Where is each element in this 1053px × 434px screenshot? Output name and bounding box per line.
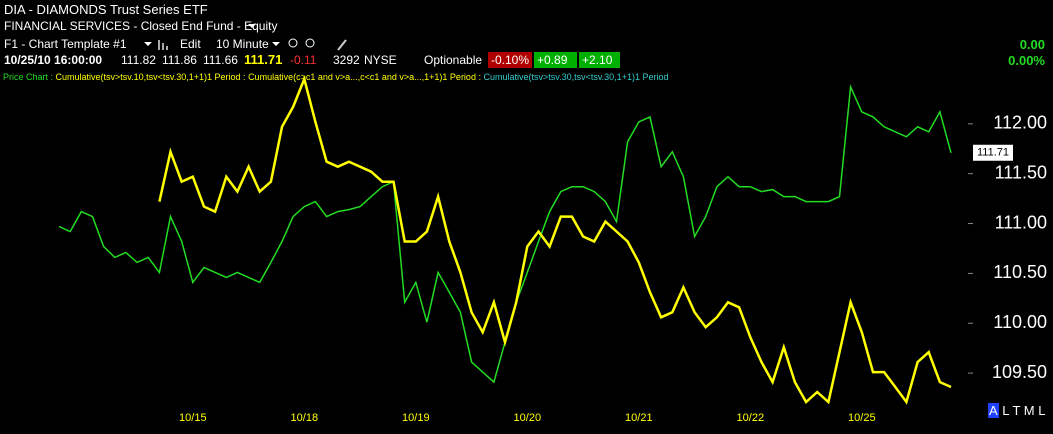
- x-tick-label: 10/18: [291, 412, 319, 424]
- toolbar-item[interactable]: L: [1002, 403, 1010, 418]
- legend-item: Price Chart :: [3, 72, 54, 82]
- y-tick-label: 109.50: [992, 362, 1047, 382]
- toolbar-item[interactable]: L: [1038, 403, 1046, 418]
- series-line: [158, 75, 952, 405]
- symbol: DIA - DIAMONDS Trust Series ETF: [4, 2, 208, 17]
- quote-low: 111.66: [203, 53, 238, 67]
- quote-datetime: 10/25/10 16:00:00: [4, 53, 103, 67]
- optionable: Optionable: [424, 53, 483, 67]
- quote-box2: +2.10: [579, 52, 620, 68]
- quote-volume: 3292: [333, 53, 360, 67]
- y-tick-label: 112.00: [993, 113, 1047, 133]
- toolbar-item[interactable]: A: [988, 403, 999, 418]
- quote-box1: +0.89: [534, 52, 577, 68]
- indicator-legend: Price Chart : Cumulative(tsv>tsv.10,tsv<…: [3, 70, 668, 84]
- quote-change: -0.11: [290, 53, 317, 67]
- y-tick-label: 111.00: [995, 212, 1047, 232]
- toolbar-item[interactable]: T: [1012, 403, 1021, 418]
- sector[interactable]: FINANCIAL SERVICES - Closed End Fund - E…: [4, 19, 278, 33]
- legend-item: Cumulative(c>c1 and v>a...,c<c1 and v>a.…: [248, 72, 481, 82]
- toolbar: A L T M L: [988, 403, 1046, 418]
- quote-exchange: NYSE: [364, 53, 397, 67]
- template[interactable]: F1 - Chart Template #1: [4, 37, 127, 51]
- legend-item: Cumulative(tsv>tsv.10,tsv<tsv.30,1+1)1 P…: [55, 72, 246, 82]
- x-tick-label: 10/22: [737, 412, 765, 424]
- legend-item: Cumulative(tsv>tsv.30,tsv<tsv.30,1+1)1 P…: [483, 72, 669, 82]
- price-tag: 111.71: [977, 147, 1009, 159]
- quote-pct: -0.10%: [488, 52, 533, 68]
- interval[interactable]: 10 Minute: [216, 37, 269, 51]
- price-tag-box: [973, 144, 1013, 161]
- x-tick-label: 10/15: [179, 412, 207, 424]
- x-tick-label: 10/19: [402, 412, 430, 424]
- quote-open: 111.82: [121, 53, 156, 67]
- quote-high: 111.86: [162, 53, 197, 67]
- x-tick-label: 10/25: [848, 412, 876, 424]
- y-tick-label: 111.50: [995, 162, 1047, 182]
- x-tick-label: 10/20: [514, 412, 542, 424]
- y-tick-label: 110.00: [993, 312, 1047, 332]
- y-tick-label: 110.50: [993, 262, 1047, 282]
- edit[interactable]: Edit: [180, 37, 201, 51]
- toolbar-item[interactable]: M: [1023, 403, 1035, 418]
- right-change: 0.00: [1019, 37, 1045, 52]
- right-pct: 0.00%: [1008, 53, 1045, 68]
- quote-last: 111.71: [244, 52, 283, 67]
- x-tick-label: 10/21: [625, 412, 653, 424]
